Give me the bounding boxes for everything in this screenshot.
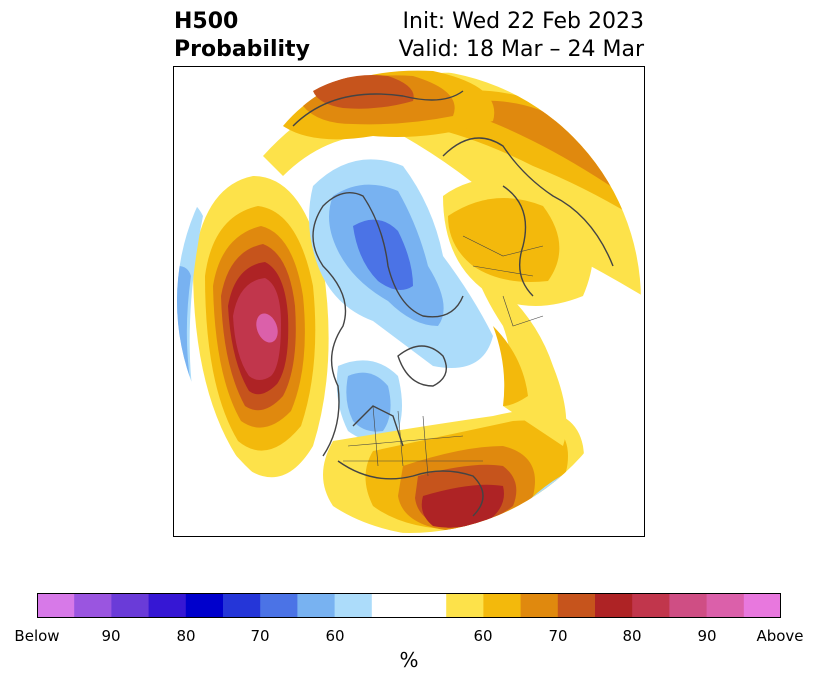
colorbar-tick-90-below: 90 (101, 627, 121, 645)
colorbar-segment (446, 593, 484, 618)
colorbar-border (37, 593, 781, 618)
colorbar-tick-above: Above (756, 627, 804, 645)
colorbar-tick-60-above: 60 (473, 627, 493, 645)
colorbar-segment (185, 593, 224, 618)
colorbar-segment (483, 593, 522, 618)
probability-map (173, 66, 645, 537)
colorbar-tick-70-below: 70 (250, 627, 270, 645)
colorbar-segment (632, 593, 670, 618)
title-right: Init: Wed 22 Feb 2023 Valid: 18 Mar – 24… (399, 8, 644, 64)
colorbar-segment (669, 593, 708, 618)
colorbar-segment (74, 593, 112, 618)
colorbar-tick-70-above: 70 (548, 627, 568, 645)
coastlines (292, 90, 614, 517)
colorbar-tick-80-above: 80 (622, 627, 642, 645)
colorbar-segment (111, 593, 150, 618)
colorbar-segment (595, 593, 633, 618)
colorbar-segment (409, 593, 447, 618)
borders (343, 235, 544, 477)
colorbar-segment (706, 593, 745, 618)
valid-range: Valid: 18 Mar – 24 Mar (398, 37, 644, 62)
colorbar-unit-label: % (399, 648, 419, 672)
colorbar-segment (37, 593, 75, 618)
colorbar-tick-below: Below (14, 627, 60, 645)
colorbar-segment (557, 593, 596, 618)
title-variable: H500 (174, 9, 239, 34)
colorbar (37, 593, 782, 618)
colorbar-tick-60-below: 60 (325, 627, 345, 645)
colorbar-tick-90-above: 90 (697, 627, 717, 645)
init-date: Init: Wed 22 Feb 2023 (402, 9, 644, 34)
colorbar-segment (520, 593, 559, 618)
title-probability: Probability (174, 37, 310, 62)
colorbar-tick-80-below: 80 (176, 627, 196, 645)
colorbar-segment (260, 593, 298, 618)
colorbar-segment (743, 593, 782, 618)
probability-shading (177, 69, 641, 533)
title-left: H500 Probability (174, 8, 310, 64)
colorbar-segment (371, 593, 410, 618)
colorbar-segment (334, 593, 373, 618)
colorbar-segment (223, 593, 261, 618)
colorbar-segment (148, 593, 187, 618)
colorbar-segment (297, 593, 336, 618)
